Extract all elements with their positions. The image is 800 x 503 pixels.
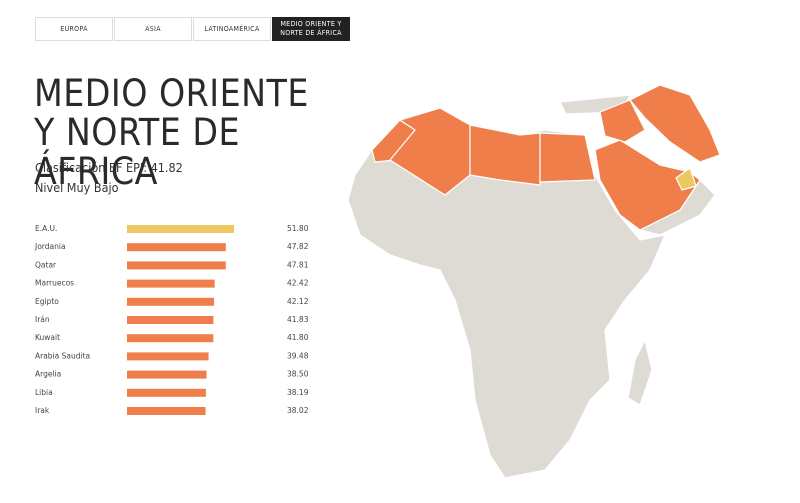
- value-label: 42.42: [287, 279, 309, 288]
- bar: [127, 370, 207, 379]
- category-label: Qatar: [35, 260, 57, 269]
- tab[interactable]: EUROPA: [35, 17, 113, 41]
- category-label: Egipto: [35, 297, 59, 306]
- value-label: 39.48: [287, 351, 309, 360]
- bar: [127, 243, 226, 252]
- region-title: MEDIO ORIENTE Y NORTE DE ÁFRICA: [34, 72, 309, 193]
- africa: [347, 107, 666, 479]
- bar-chart: E.A.U. 51.80 Jordania 47.82 Qatar 47.81 Marrue…: [34, 224, 309, 415]
- bar: [127, 279, 215, 288]
- egypt: [539, 132, 596, 183]
- iraq: [599, 99, 646, 143]
- value-label: 47.82: [287, 242, 309, 251]
- bar: [127, 352, 209, 361]
- category-label: Marruecos: [35, 279, 74, 288]
- bar: [127, 297, 215, 306]
- bar: [127, 334, 214, 343]
- category-label: Arabia Saudita: [35, 351, 90, 360]
- bar: [127, 225, 235, 233]
- bar: [127, 407, 206, 415]
- tab[interactable]: LATINOAMÉRICA: [193, 17, 271, 41]
- value-label: 42.12: [287, 297, 309, 306]
- category-label: Argelia: [35, 370, 61, 379]
- value-label: 47.81: [287, 260, 309, 269]
- arabia: [594, 139, 701, 231]
- value-label: 51.80: [287, 224, 309, 233]
- category-label: Irán: [35, 315, 50, 324]
- level: Nivel Muy Bajo: [35, 180, 119, 195]
- value-label: 41.83: [287, 315, 309, 324]
- value-label: 38.02: [287, 406, 309, 415]
- value-label: 38.19: [287, 388, 309, 397]
- map: [347, 84, 721, 479]
- algeria: [389, 107, 471, 196]
- iran: [629, 84, 721, 163]
- bar: [127, 388, 206, 397]
- libya: [469, 124, 541, 186]
- tab-active[interactable]: MEDIO ORIENTE Y NORTE DE ÁFRICA: [272, 17, 350, 41]
- tab[interactable]: ASIA: [114, 17, 192, 41]
- category-label: Jordania: [34, 242, 66, 251]
- category-label: Libia: [35, 388, 53, 397]
- category-label: Kuwait: [35, 333, 60, 342]
- bar: [127, 316, 214, 324]
- region-tabs: EUROPA ASIA LATINOAMÉRICA MEDIO ORIENTE …: [35, 17, 351, 41]
- category-label: E.A.U.: [35, 224, 57, 233]
- bar: [127, 261, 226, 270]
- score: Clasificación EF EPI: 41.82: [35, 160, 183, 175]
- madagascar: [627, 339, 653, 406]
- uae: [675, 167, 697, 191]
- value-label: 41.80: [287, 333, 309, 342]
- value-label: 38.50: [287, 370, 309, 379]
- category-label: Irak: [35, 406, 50, 415]
